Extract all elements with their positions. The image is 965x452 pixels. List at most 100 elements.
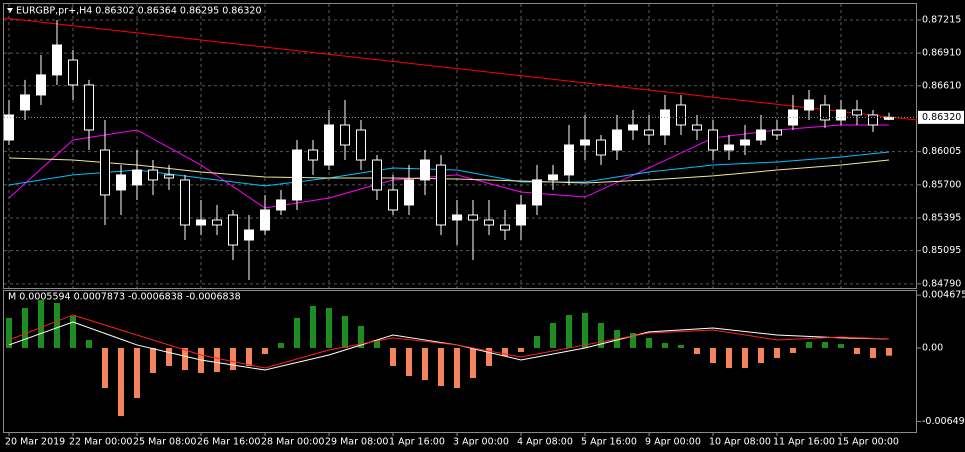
indicator-panel-frame [3,290,917,433]
candle-body [756,129,766,141]
histogram-bar [86,339,92,348]
histogram-bar [694,347,700,354]
histogram-bar [454,347,460,389]
histogram-bar [422,347,428,380]
candle-body [804,99,814,111]
histogram-bar [38,299,44,348]
menu-arrow[interactable] [7,8,13,13]
candle-body [132,169,142,186]
histogram-bar [470,347,476,379]
histogram-bar [566,314,572,348]
x-tick-label: 26 Mar 16:00 [197,437,260,448]
y-tick-label: 0.85700 [922,179,961,190]
y-tick-label: 0.00 [922,342,943,353]
histogram-bar [230,347,236,371]
candle-body [852,109,862,116]
histogram-bar [150,347,156,373]
histogram-bar [278,343,284,348]
candle-body [20,94,30,111]
candle-body [468,214,478,221]
histogram-bar [390,347,396,366]
candle-body [196,219,206,226]
y-tick-label: 0.84790 [922,278,961,289]
x-tick-label: 29 Mar 08:00 [325,437,388,448]
candle-body [564,144,574,176]
y-tick-label: 0.85395 [922,213,961,224]
histogram-bar [854,347,860,354]
candle-body [628,124,638,131]
histogram-bar [518,347,524,352]
candle-body [180,179,190,226]
histogram-bar [406,347,412,377]
candle-body [580,139,590,146]
histogram-bar [166,347,172,366]
candle-body [596,139,606,156]
candle-body [52,44,62,76]
candle-body [340,124,350,146]
histogram-bar [438,347,444,386]
indicator-line [8,157,890,184]
histogram-bar [342,315,348,348]
x-tick-label: 4 Apr 08:00 [517,437,573,448]
y-tick-label: 0.85095 [922,245,961,256]
histogram-bar [710,347,716,364]
histogram-bar [6,317,12,348]
y-tick-label: 0.86910 [922,48,961,59]
candle-body [148,169,158,181]
y-tick-label: 0.86005 [922,146,961,157]
y-tick-label: 0.0046759 [922,290,965,301]
x-tick-label: 3 Apr 00:00 [453,437,509,448]
current-price-label: 0.86320 [922,112,961,123]
candle-body [868,114,878,126]
main-panel-frame [3,3,917,289]
y-tick-label: 0.86610 [922,80,961,91]
histogram-bar [326,307,332,348]
indicator-line [8,314,890,369]
histogram-bar [502,347,508,357]
candle-body [372,159,382,191]
candle-body [292,149,302,201]
candle-body [276,199,286,211]
histogram-bar [886,347,892,356]
candle-body [228,214,238,246]
histogram-bar [358,325,364,348]
candle-body [484,219,494,226]
histogram-bar [758,347,764,364]
histogram-bar [70,315,76,348]
histogram-bar [182,347,188,371]
histogram-bar [646,337,652,348]
candle-body [772,129,782,136]
x-tick-label: 1 Apr 16:00 [389,437,445,448]
candle-body [436,164,446,226]
indicator-line [8,151,890,187]
x-tick-label: 11 Apr 16:00 [773,437,835,448]
candle-body [676,104,686,126]
candle-body [36,74,46,96]
candle-body [724,144,734,151]
candle-body [324,124,334,166]
histogram-bar [790,347,796,353]
histogram-bar [726,347,732,369]
candle-body [68,59,78,86]
x-tick-label: 22 Mar 00:00 [69,437,132,448]
candle-body [84,84,94,131]
candle-body [532,179,542,206]
histogram-bar [774,347,780,359]
y-tick-label: 0.87215 [922,14,961,25]
trend-line [3,17,918,121]
candle-body [244,229,254,241]
candle-body [212,219,222,226]
x-tick-label: 20 Mar 2019 [5,437,65,448]
candle-body [548,174,558,181]
candle-body [612,129,622,151]
y-tick-label: -0.006497 [922,416,965,427]
candle-body [388,189,398,211]
candle-body [420,159,430,181]
histogram-bar [806,341,812,348]
histogram-bar [214,347,220,372]
x-tick-label: 25 Mar 08:00 [133,437,196,448]
candle-body [516,204,526,226]
candle-body [644,129,654,136]
histogram-bar [310,305,316,348]
